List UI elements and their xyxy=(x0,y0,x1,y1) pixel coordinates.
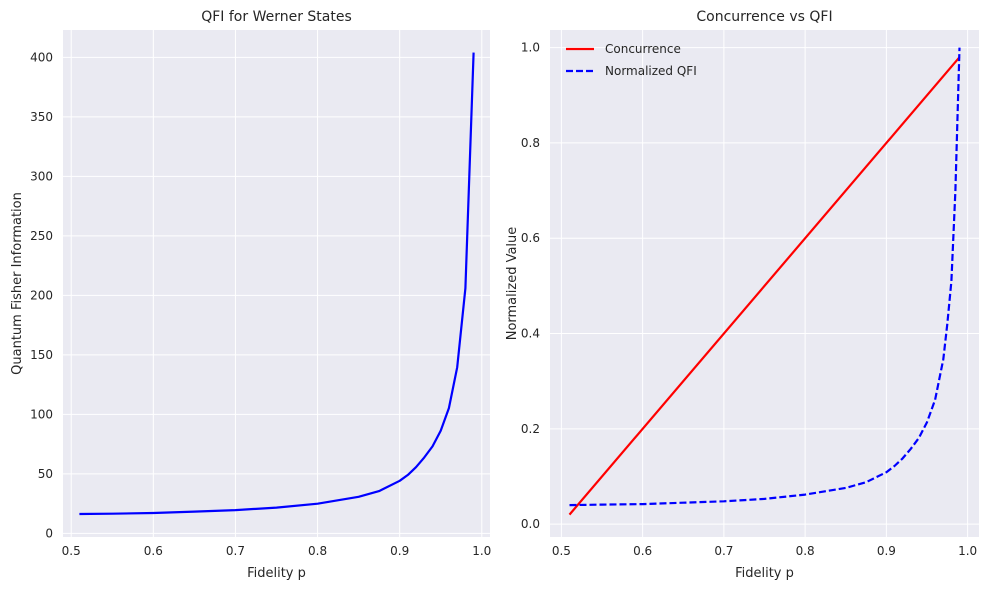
grid-left xyxy=(63,30,490,537)
y-tick-label: 350 xyxy=(30,110,53,124)
plot-area-left xyxy=(63,30,490,537)
legend-label-normalized-qfi: Normalized QFI xyxy=(605,64,697,78)
y-tick-label: 0.6 xyxy=(521,231,540,245)
x-tick-label: 0.7 xyxy=(226,544,245,558)
x-tick-label: 0.9 xyxy=(877,544,896,558)
left-chart: 0.5 0.6 0.7 0.8 0.9 1.0 0 50 100 150 200 250 300 350 4… xyxy=(10,9,491,581)
y-tick-label: 300 xyxy=(30,169,53,183)
x-tick-label: 0.5 xyxy=(62,544,81,558)
series-line-normalized-qfi xyxy=(569,47,961,507)
x-tick-label: 1.0 xyxy=(472,544,491,558)
chart-title-left: QFI for Werner States xyxy=(201,9,352,25)
legend-label-concurrence: Concurrence xyxy=(605,42,681,56)
legend: Concurrence Normalized QFI xyxy=(566,42,697,78)
y-tick-label: 150 xyxy=(30,348,53,362)
x-tick-label: 1.0 xyxy=(958,544,977,558)
x-tick-label: 0.6 xyxy=(144,544,163,558)
y-axis-label-left: Quantum Fisher Information xyxy=(10,192,25,375)
y-tick-label: 0.0 xyxy=(521,517,540,531)
chart-title-right: Concurrence vs QFI xyxy=(696,9,832,25)
y-tick-label: 50 xyxy=(38,467,53,481)
tick-labels-right: 0.5 0.6 0.7 0.8 0.9 1.0 0.0 0.2 0.4 0.6 0.8 1.0 xyxy=(521,41,977,558)
grid-right xyxy=(550,30,979,537)
x-tick-label: 0.5 xyxy=(552,544,571,558)
y-tick-label: 400 xyxy=(30,50,53,64)
x-tick-label: 0.8 xyxy=(308,544,327,558)
series-group-left xyxy=(79,52,475,516)
x-axis-label-right: Fidelity p xyxy=(735,566,794,581)
x-tick-label: 0.7 xyxy=(714,544,733,558)
series-line-0-0 xyxy=(79,52,475,516)
y-tick-label: 0.8 xyxy=(521,136,540,150)
y-tick-label: 100 xyxy=(30,407,53,421)
y-tick-label: 250 xyxy=(30,229,53,243)
series-line-concurrence xyxy=(568,56,961,516)
right-chart: 0.5 0.6 0.7 0.8 0.9 1.0 0.0 0.2 0.4 0.6 0.8 1.0 Con… xyxy=(505,9,979,581)
x-tick-label: 0.8 xyxy=(796,544,815,558)
x-axis-label-left: Fidelity p xyxy=(247,566,306,581)
y-axis-label-right: Normalized Value xyxy=(505,227,520,341)
tick-labels-left: 0.5 0.6 0.7 0.8 0.9 1.0 0 50 100 150 200 250 300 350 4… xyxy=(30,50,491,558)
y-tick-label: 0.4 xyxy=(521,327,540,341)
x-tick-label: 0.9 xyxy=(390,544,409,558)
series-group-right xyxy=(568,47,961,516)
y-tick-label: 0.2 xyxy=(521,422,540,436)
y-tick-label: 1.0 xyxy=(521,41,540,55)
y-tick-label: 200 xyxy=(30,288,53,302)
y-tick-label: 0 xyxy=(45,526,53,540)
x-tick-label: 0.6 xyxy=(633,544,652,558)
